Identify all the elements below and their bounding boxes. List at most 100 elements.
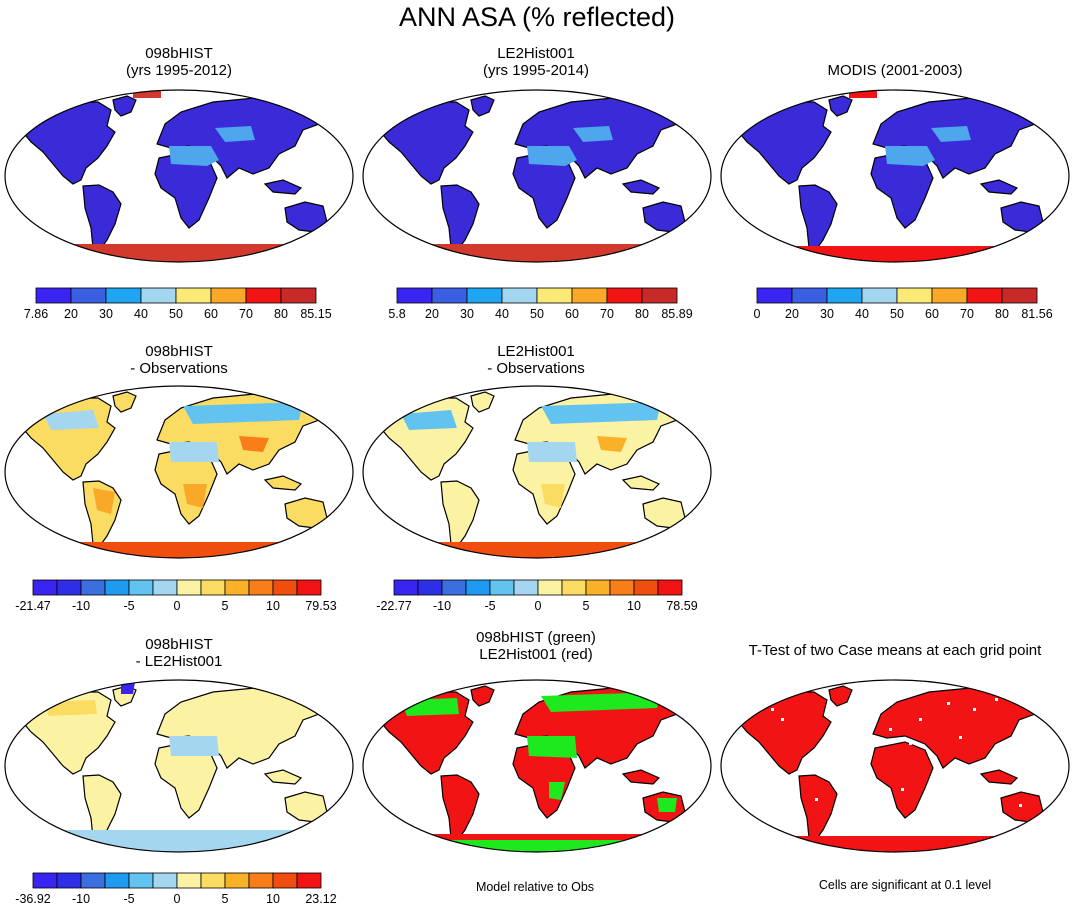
colorbar-tick-label: 23.12 [305, 892, 336, 906]
colorbar-swatch [465, 579, 491, 596]
panel-title-le2hist001-minus-obs: LE2Hist001 - Observations [366, 343, 706, 377]
colorbar-swatch [35, 287, 72, 304]
colorbar-swatch [176, 872, 202, 889]
map-outline [720, 679, 1070, 853]
colorbar-swatch [128, 579, 154, 596]
south-africa-region [549, 782, 565, 800]
colorbar-swatch [606, 287, 643, 304]
colorbar-tick-label: 10 [266, 599, 280, 613]
map-outline [4, 385, 354, 559]
panel-title-line2: - Observations [487, 360, 585, 377]
colorbar-swatch [152, 579, 178, 596]
central-asia-region [931, 126, 971, 142]
map-panel-le2hist001 [362, 89, 712, 263]
map-panel-green-red [362, 679, 712, 853]
colorbar-swatch [104, 872, 130, 889]
siberia-region [183, 402, 303, 424]
colorbar-swatch [80, 872, 106, 889]
panel-title-line2: - Observations [130, 360, 228, 377]
colorbar-tick-label: -10 [72, 599, 90, 613]
panel-title-line1: LE2Hist001 [497, 45, 575, 62]
antarctica-ice [721, 246, 1069, 262]
colorbar-tick-label: 50 [530, 307, 544, 321]
panel-title-line1: 098bHIST (green) [476, 629, 596, 646]
colorbar-tick-label: 10 [627, 599, 641, 613]
colorbar-swatch [861, 287, 898, 304]
panel-title-line1: LE2Hist001 [497, 343, 575, 360]
colorbar-swatch [791, 287, 828, 304]
panel-title-line1: 098bHIST [145, 45, 213, 62]
colorbar-tick-label: -10 [433, 599, 451, 613]
colorbar-swatch [501, 287, 538, 304]
colorbar-tick-label: 5 [222, 599, 229, 613]
map-panel-le2hist001-minus-obs [362, 385, 712, 559]
colorbar-swatch [32, 579, 58, 596]
colorbar-swatch [210, 287, 247, 304]
colorbar-tick-label: 30 [99, 307, 113, 321]
colorbar-swatch [248, 872, 274, 889]
central-asia-region [215, 126, 255, 142]
colorbar-swatch [296, 872, 322, 889]
colorbar-swatch [200, 579, 226, 596]
panel-title-098bhist: 098bHIST (yrs 1995-2012) [9, 45, 349, 79]
amazon-region [93, 488, 115, 514]
colorbar-tick-label: 0 [535, 599, 542, 613]
colorbar-modis: 0 20 30 40 50 60 70 80 81.56 [754, 287, 1053, 321]
colorbar-098bhist: 7.86 20 30 40 50 60 70 80 85.15 [24, 287, 332, 321]
panel-title-098bhist-minus-obs: 098bHIST - Observations [9, 343, 349, 377]
colorbar-swatch [224, 579, 250, 596]
colorbar-swatch [200, 872, 226, 889]
panel-title-line1: MODIS (2001-2003) [827, 62, 963, 79]
south-africa-region [183, 484, 207, 508]
colorbar-tick-label: 50 [890, 307, 904, 321]
panel-title-line1: T-Test of two Case means at each grid po… [748, 642, 1042, 659]
panel-title-modis: MODIS (2001-2003) [725, 62, 1065, 79]
colorbar-swatch [56, 872, 82, 889]
colorbar-swatch [931, 287, 968, 304]
colorbar-le2hist001: 5.8 20 30 40 50 60 70 80 85.89 [388, 287, 693, 321]
colorbar-swatch [393, 579, 419, 596]
colorbar-swatch [80, 579, 106, 596]
map-outline [720, 89, 1070, 263]
colorbar-tick-label: -10 [72, 892, 90, 906]
sahara-region [527, 736, 577, 758]
colorbar-tick-label: 85.15 [300, 307, 331, 321]
colorbar-swatch [1001, 287, 1038, 304]
colorbar-tick-label: -5 [484, 599, 495, 613]
nonsignificant-cells [771, 698, 1022, 807]
colorbar-tick-label: 50 [169, 307, 183, 321]
colorbar-tick-label: 0 [174, 599, 181, 613]
colorbar-swatch [280, 287, 317, 304]
colorbar-tick-label: 70 [960, 307, 974, 321]
colorbar-tick-label: 20 [785, 307, 799, 321]
colorbar-tick-label: 0 [754, 307, 761, 321]
colorbar-swatch [128, 872, 154, 889]
colorbar-swatch [176, 579, 202, 596]
siberia-region [541, 402, 661, 424]
colorbar-swatch [396, 287, 433, 304]
greenland-region [121, 682, 135, 694]
colorbar-swatch [657, 579, 683, 596]
colorbar-tick-label: 30 [460, 307, 474, 321]
figure-title: ANN ASA (% reflected) [398, 2, 676, 32]
colorbar-swatch [272, 872, 298, 889]
east-asia-region [597, 436, 627, 452]
colorbar-swatch [296, 579, 322, 596]
colorbar-tick-label: -5 [123, 599, 134, 613]
colorbar-tick-label: 81.56 [1021, 307, 1052, 321]
colorbar-swatch [441, 579, 467, 596]
colorbar-swatch [272, 579, 298, 596]
antarctica-coast [363, 834, 711, 842]
colorbar-swatch [536, 287, 573, 304]
sahara-region [527, 146, 577, 166]
south-africa-region [541, 484, 565, 508]
colorbar-swatch [826, 287, 863, 304]
colorbar-swatch [966, 287, 1003, 304]
siberia-region [541, 692, 661, 712]
panel-title-line1: 098bHIST [145, 636, 213, 653]
colorbar-swatch [70, 287, 107, 304]
colorbar-tick-label: 80 [274, 307, 288, 321]
colorbar-swatch [105, 287, 142, 304]
colorbar-tick-label: 40 [495, 307, 509, 321]
